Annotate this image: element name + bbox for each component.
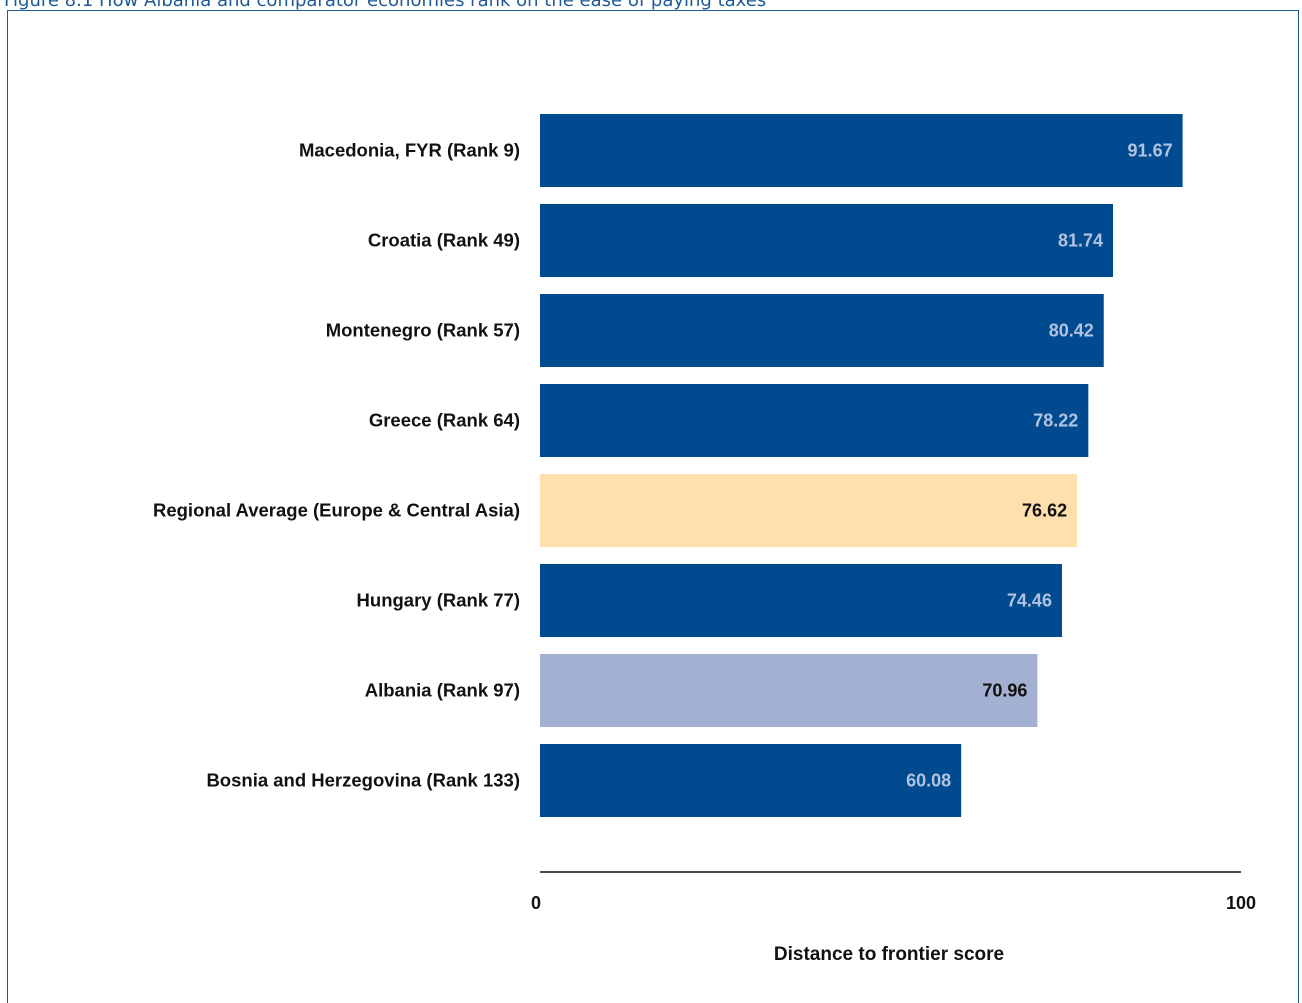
- category-label-0: Macedonia, FYR (Rank 9): [299, 140, 520, 161]
- value-label-5: 74.46: [1007, 591, 1052, 611]
- value-label-0: 91.67: [1128, 141, 1173, 161]
- category-label-2: Montenegro (Rank 57): [326, 320, 520, 341]
- value-label-3: 78.22: [1033, 411, 1078, 431]
- bar-7: [540, 744, 962, 817]
- bar-4: [540, 474, 1078, 547]
- category-label-4: Regional Average (Europe & Central Asia): [153, 500, 520, 521]
- bar-5: [540, 564, 1062, 637]
- x-axis-title: Distance to frontier score: [774, 944, 1004, 965]
- bar-3: [540, 384, 1089, 457]
- bars-layer: Macedonia, FYR (Rank 9) 91.67 Croatia (Ran…: [153, 114, 1183, 817]
- bar-1: [540, 204, 1113, 277]
- category-label-1: Croatia (Rank 49): [368, 230, 520, 251]
- value-label-1: 81.74: [1058, 231, 1103, 251]
- x-tick-label-100: 100: [1226, 893, 1256, 913]
- bar-2: [540, 294, 1104, 367]
- value-label-4: 76.62: [1022, 501, 1067, 521]
- x-tick-label-0: 0: [531, 893, 541, 913]
- figure-frame: [7, 10, 1299, 1003]
- value-label-7: 60.08: [906, 771, 951, 791]
- value-label-6: 70.96: [982, 681, 1027, 701]
- category-label-7: Bosnia and Herzegovina (Rank 133): [206, 770, 520, 791]
- category-label-3: Greece (Rank 64): [369, 410, 520, 431]
- category-label-5: Hungary (Rank 77): [357, 590, 520, 611]
- bar-0: [540, 114, 1183, 187]
- value-label-2: 80.42: [1049, 321, 1094, 341]
- category-label-6: Albania (Rank 97): [365, 680, 520, 701]
- bar-6: [540, 654, 1038, 727]
- figure-caption: Figure 8.1 How Albania and comparator ec…: [4, 0, 767, 11]
